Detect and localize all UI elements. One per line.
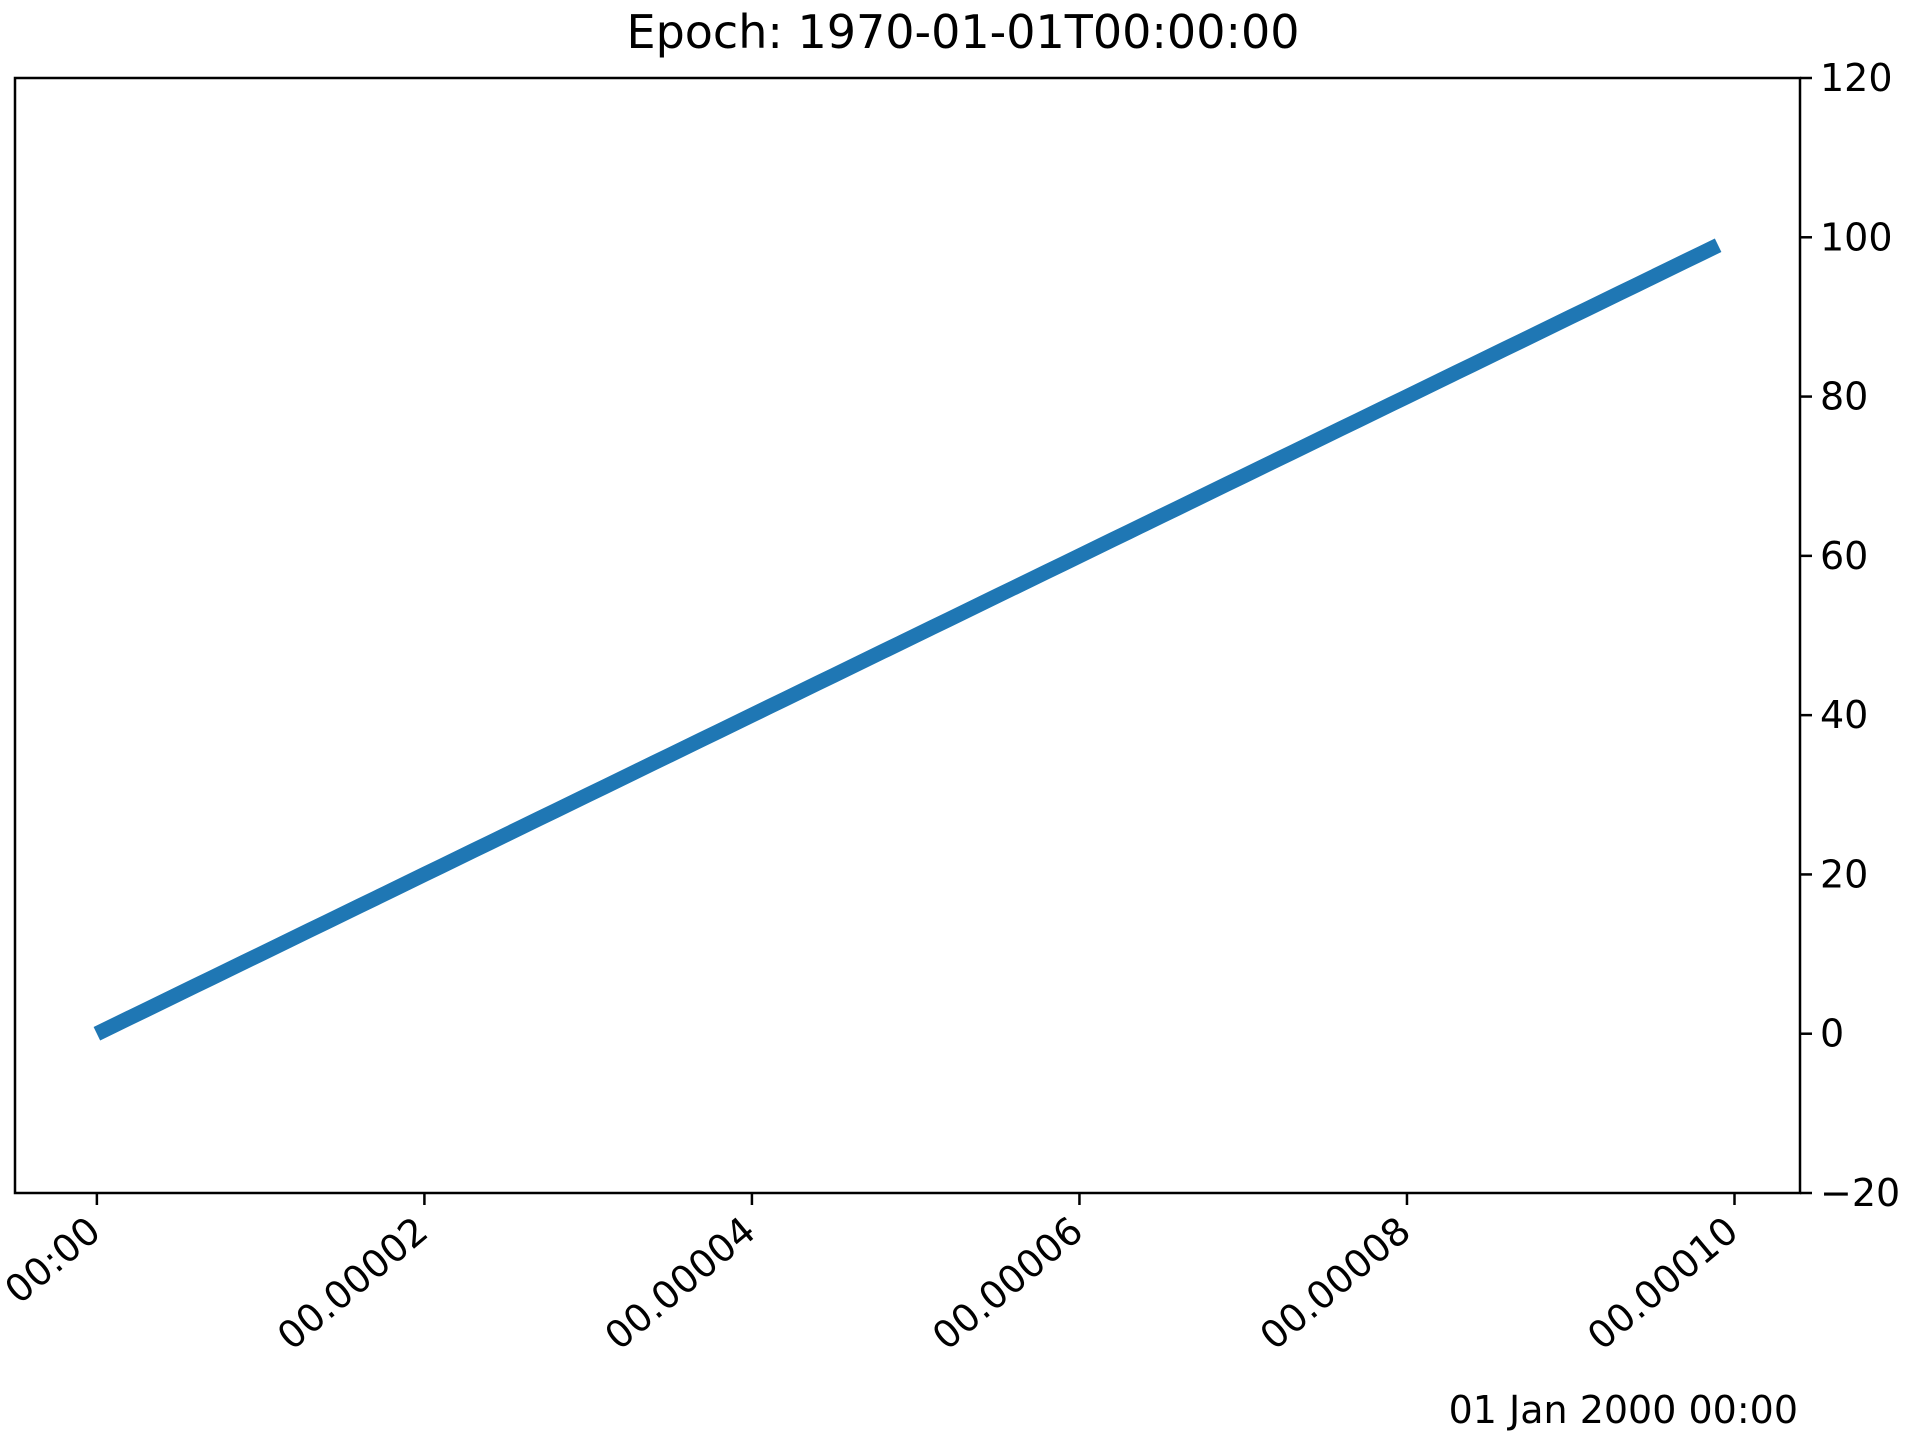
x-tick-label: 00:00 [0,1208,109,1312]
y-tick-label: −20 [1820,1171,1900,1215]
chart-title: Epoch: 1970-01-01T00:00:00 [627,5,1300,59]
y-tick-label: 0 [1820,1012,1844,1056]
series-line-0 [93,238,1722,1041]
y-tick-label: 100 [1820,215,1893,259]
y-axis: −20 0 20 40 60 80 100 120 [1800,56,1900,1215]
plot-area-frame [13,76,1802,1195]
y-tick-label: 120 [1820,56,1893,100]
x-tick-label: 00.00004 [597,1208,764,1358]
x-axis: 00:00 00.00002 00.00004 00.00006 00.00008 00.… [0,1193,1746,1358]
x-tick-label: 00.00002 [269,1208,436,1358]
y-tick-label: 40 [1820,693,1868,737]
x-axis-offset-label: 01 Jan 2000 00:00 [1449,1388,1798,1432]
series-layer [93,238,1722,1041]
x-tick-label: 00.00010 [1579,1208,1746,1358]
x-tick-label: 00.00008 [1252,1208,1419,1358]
x-tick-label: 00.00006 [924,1208,1091,1358]
y-tick-label: 20 [1820,852,1868,896]
y-tick-label: 80 [1820,375,1868,419]
y-tick-label: 60 [1820,534,1868,578]
